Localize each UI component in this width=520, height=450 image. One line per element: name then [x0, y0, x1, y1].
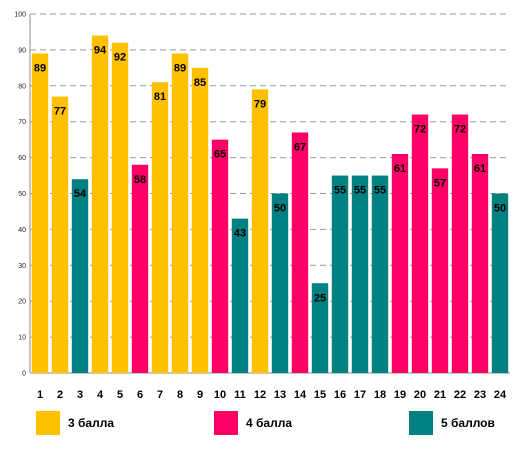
bar: [291, 132, 309, 373]
legend-label-3: 3 балла: [68, 416, 115, 430]
y-tick-label: 10: [18, 335, 26, 342]
x-tick-label: 5: [117, 389, 123, 401]
bar: [351, 175, 369, 373]
x-tick-label: 11: [234, 389, 246, 401]
x-tick-label: 2: [57, 389, 63, 401]
legend-swatch-3: [36, 411, 60, 435]
bar: [191, 67, 209, 373]
bar: [111, 42, 129, 373]
data-label: 67: [294, 141, 306, 153]
data-label: 61: [474, 163, 486, 175]
legend-label-4: 4 балла: [246, 416, 293, 430]
data-label: 55: [354, 185, 366, 197]
bar: [271, 193, 289, 373]
data-label: 89: [34, 62, 46, 74]
x-tick-label: 7: [157, 389, 163, 401]
y-tick-label: 50: [18, 191, 26, 198]
data-label: 43: [234, 228, 246, 240]
bar: [71, 179, 89, 373]
x-tick-label: 15: [314, 389, 326, 401]
data-label: 92: [114, 52, 126, 64]
bar: [411, 114, 429, 374]
data-label: 81: [154, 91, 166, 103]
data-label: 50: [494, 203, 506, 215]
bar: [91, 35, 109, 373]
data-label: 77: [54, 106, 66, 118]
data-label: 58: [134, 174, 146, 186]
data-label: 54: [74, 188, 87, 200]
data-label: 57: [434, 177, 446, 189]
x-tick-label: 8: [177, 389, 183, 401]
bar: [251, 89, 269, 373]
bar: [451, 114, 469, 374]
x-tick-label: 16: [334, 389, 346, 401]
legend-item-4: 4 балла: [214, 410, 292, 436]
bar: [491, 193, 509, 373]
x-tick-label: 19: [394, 389, 406, 401]
bar: [311, 283, 329, 373]
bar: [131, 164, 149, 373]
data-label: 55: [334, 185, 346, 197]
data-label: 79: [254, 98, 266, 110]
legend-label-5: 5 баллов: [441, 416, 495, 430]
x-tick-label: 4: [97, 389, 104, 401]
data-label: 55: [374, 185, 386, 197]
data-label: 25: [314, 292, 326, 304]
bar: [211, 139, 229, 373]
x-tick-label: 10: [214, 389, 226, 401]
y-tick-label: 100: [14, 12, 26, 19]
bar: [331, 175, 349, 373]
data-label: 65: [214, 149, 226, 161]
y-tick-label: 0: [22, 371, 26, 378]
data-label: 85: [194, 77, 206, 89]
bar: [171, 53, 189, 374]
legend-item-5: 5 баллов: [409, 410, 495, 436]
legend-item-3: 3 балла: [36, 410, 114, 436]
x-tick-label: 9: [197, 389, 203, 401]
x-tick-label: 14: [294, 389, 307, 401]
bar: [51, 96, 69, 373]
y-tick-label: 80: [18, 83, 26, 90]
x-tick-label: 13: [274, 389, 286, 401]
bar: [371, 175, 389, 373]
y-tick-label: 60: [18, 155, 26, 162]
data-label: 72: [454, 124, 466, 136]
data-label: 50: [274, 203, 286, 215]
bar: [231, 218, 249, 373]
bar: [151, 82, 169, 374]
x-tick-label: 3: [77, 389, 83, 401]
x-tick-label: 23: [474, 389, 486, 401]
x-tick-label: 24: [494, 389, 507, 401]
x-tick-label: 1: [37, 389, 43, 401]
y-tick-label: 70: [18, 119, 26, 126]
x-tick-label: 17: [354, 389, 366, 401]
bar: [431, 168, 449, 373]
x-tick-label: 20: [414, 389, 426, 401]
y-tick-label: 30: [18, 263, 26, 270]
data-label: 89: [174, 62, 186, 74]
bar: [31, 53, 49, 374]
x-tick-label: 18: [374, 389, 386, 401]
data-label: 61: [394, 163, 406, 175]
x-tick-label: 12: [254, 389, 266, 401]
bar: [471, 154, 489, 373]
y-tick-label: 20: [18, 299, 26, 306]
x-tick-label: 22: [454, 389, 466, 401]
bar: [391, 154, 409, 373]
data-label: 72: [414, 124, 426, 136]
y-tick-label: 40: [18, 227, 26, 234]
y-tick-label: 90: [18, 47, 26, 54]
data-label: 94: [94, 45, 107, 57]
legend-swatch-5: [409, 411, 433, 435]
legend-swatch-4: [214, 411, 238, 435]
x-tick-label: 21: [434, 389, 446, 401]
x-tick-label: 6: [137, 389, 143, 401]
